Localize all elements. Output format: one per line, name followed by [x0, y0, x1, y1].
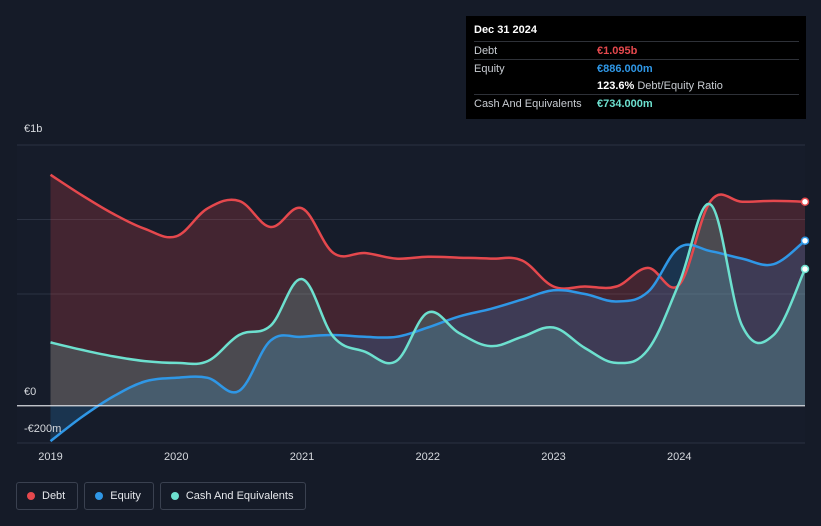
y-tick-label-1: €0 [24, 386, 36, 398]
x-tick-label-4: 2023 [541, 451, 565, 463]
legend-equity-dot-icon [95, 492, 104, 500]
legend-debt-label: Debt [42, 490, 66, 502]
legend-equity-label: Equity [110, 490, 141, 502]
legend-item-cash[interactable]: Cash And Equivalents [159, 482, 307, 510]
chart-legend: Debt Equity Cash And Equivalents [16, 482, 307, 510]
endpoint-debt [800, 197, 810, 207]
tooltip-cash-label: Cash And Equivalents [474, 97, 582, 110]
line-debt [49, 173, 806, 290]
area-cash [50, 203, 805, 406]
legend-item-debt[interactable]: Debt [16, 482, 79, 510]
legend-cash-dot-icon [170, 492, 179, 500]
tooltip-equity-label: Equity [474, 62, 505, 75]
legend-debt-dot-icon [27, 492, 35, 500]
tooltip-ratio-row: 123.6% Debt/Equity Ratio [474, 77, 799, 94]
tooltip-equity-value: €886.000m [597, 62, 653, 75]
legend-item-equity[interactable]: Equity [84, 482, 154, 510]
axis-labels: €1b €0 -€200m 2019 2020 2021 2022 2023 2024 [24, 123, 691, 463]
tooltip-ratio-label: Debt/Equity Ratio [637, 79, 723, 92]
tooltip-debt-label: Debt [474, 44, 498, 57]
endpoint-cash [800, 264, 810, 274]
y-tick-label-0: €1b [24, 123, 42, 135]
tooltip-cash-row: Cash And Equivalents €734.000m [474, 94, 799, 112]
x-tick-label-3: 2022 [416, 451, 440, 463]
x-tick-label-0: 2019 [38, 451, 62, 463]
area-debt [50, 174, 805, 406]
tooltip-debt-value: €1.095b [597, 44, 638, 57]
x-tick-label-5: 2024 [667, 451, 691, 463]
x-tick-label-2: 2021 [290, 451, 314, 463]
data-tooltip: Dec 31 2024 Debt €1.095b Equity €886.000… [466, 16, 806, 119]
endpoint-equity [800, 236, 810, 245]
tooltip-cash-value: €734.000m [597, 97, 653, 110]
legend-cash-label: Cash And Equivalents [185, 490, 294, 502]
y-tick-label-2: -€200m [24, 423, 61, 435]
line-equity [49, 239, 806, 443]
tooltip-debt-row: Debt €1.095b [474, 41, 799, 59]
line-cash [50, 202, 807, 366]
tooltip-equity-row: Equity €886.000m [474, 59, 799, 77]
x-tick-label-1: 2020 [164, 451, 188, 463]
series-lines [17, 173, 810, 443]
tooltip-date: Dec 31 2024 [474, 24, 537, 36]
tooltip-ratio-value: 123.6% [597, 79, 635, 92]
